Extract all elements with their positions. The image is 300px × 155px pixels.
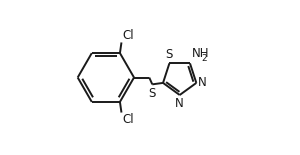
Text: Cl: Cl — [122, 29, 134, 42]
Text: S: S — [166, 48, 173, 61]
Text: 2: 2 — [202, 54, 207, 63]
Text: S: S — [148, 87, 155, 100]
Text: N: N — [198, 76, 207, 89]
Text: Cl: Cl — [122, 113, 134, 126]
Text: NH: NH — [192, 47, 210, 60]
Text: N: N — [175, 97, 184, 110]
